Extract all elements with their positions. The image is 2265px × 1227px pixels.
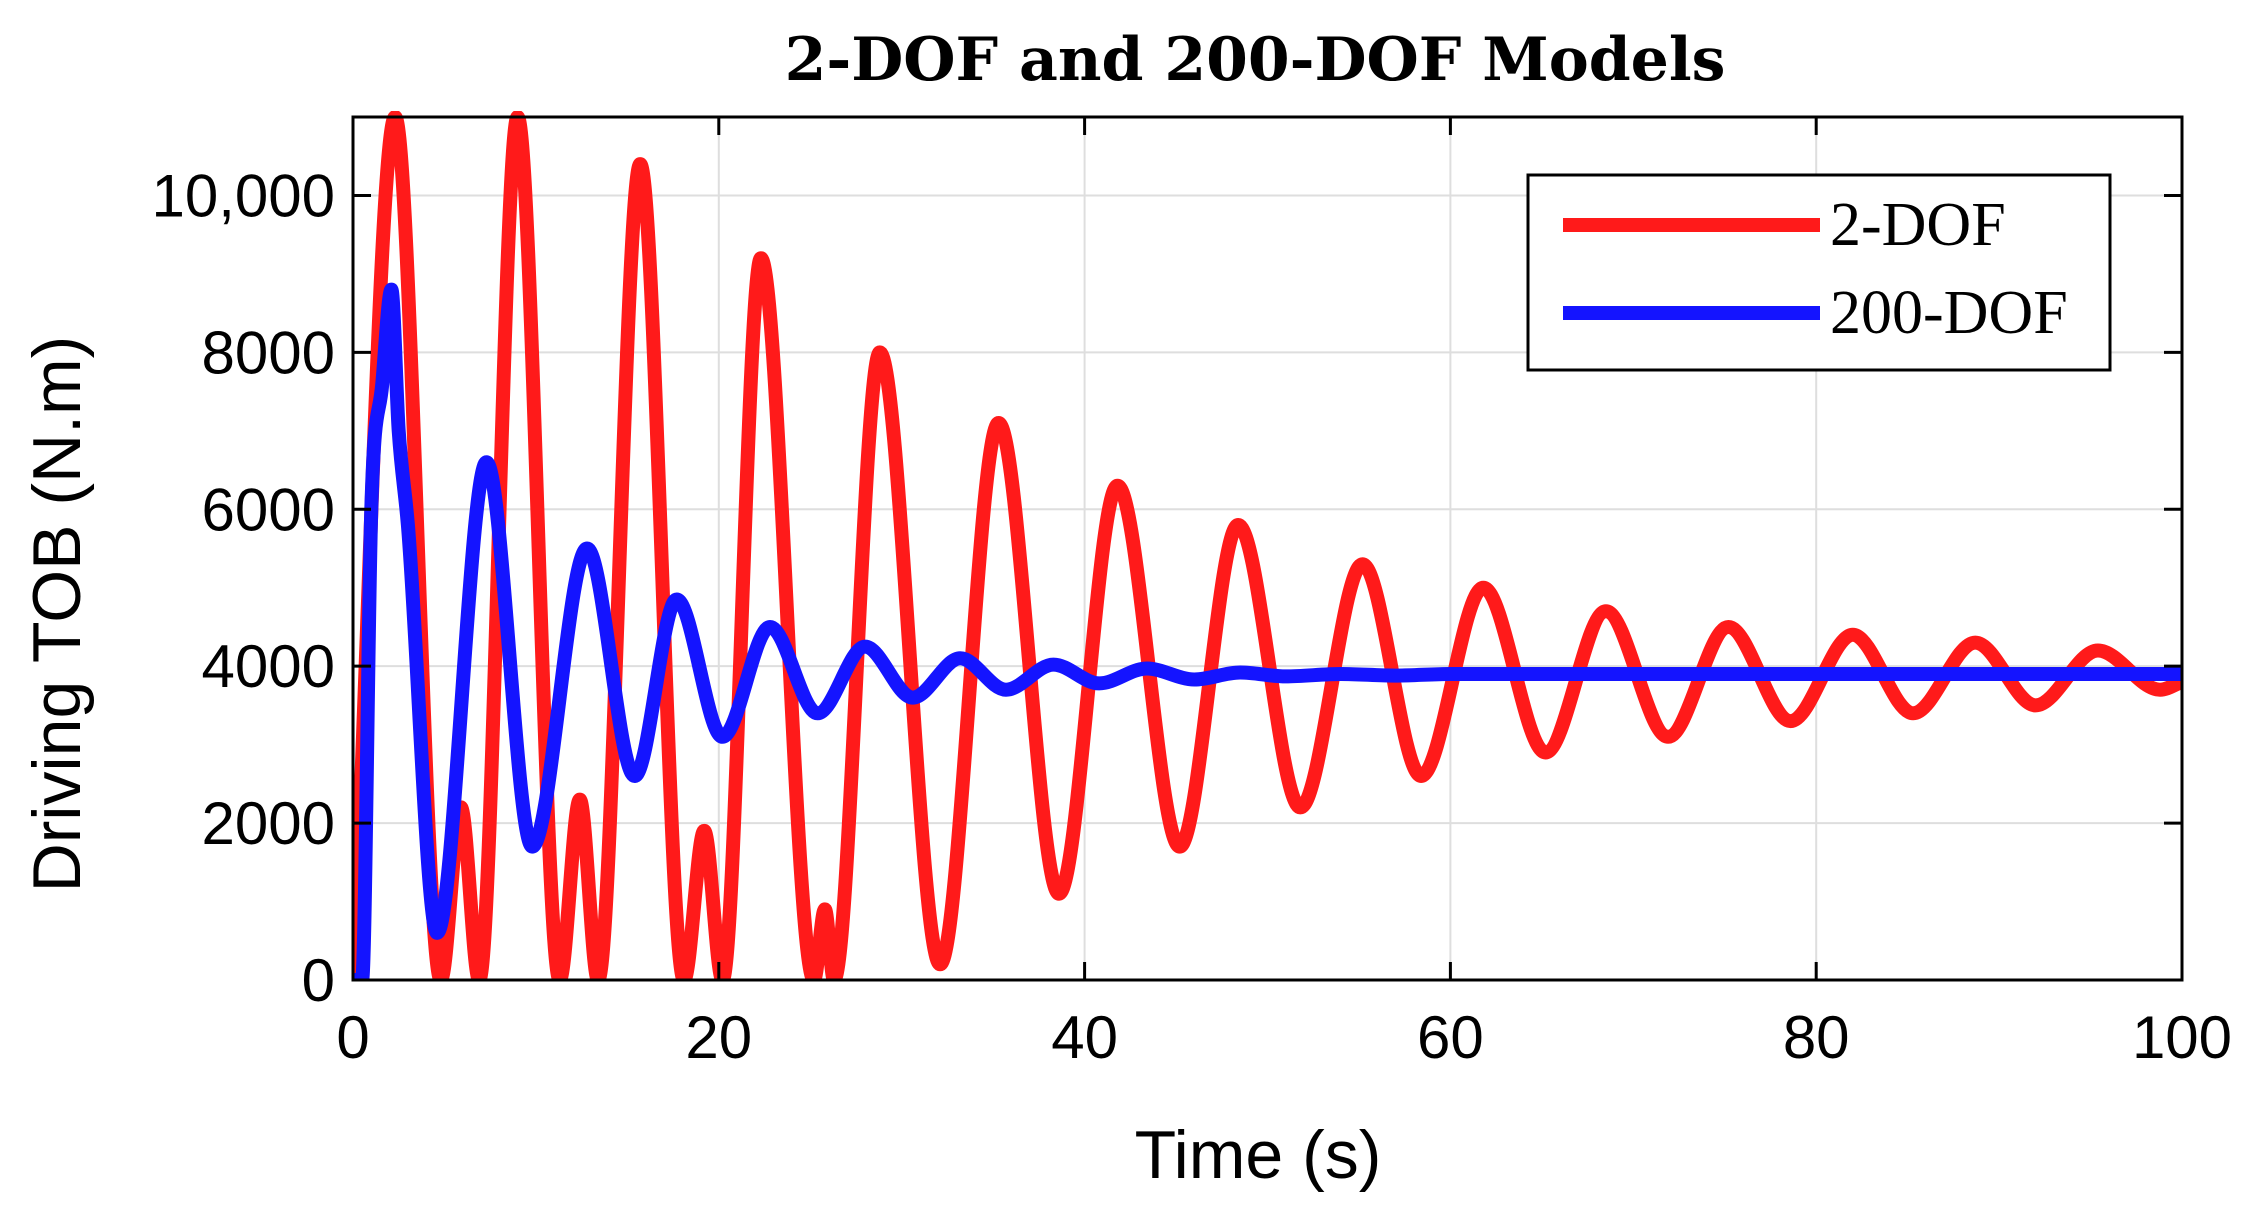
y-tick-label: 8000 [202,319,335,386]
legend-label-200-dof: 200-DOF [1830,279,2068,347]
plot-frame [351,115,2184,982]
y-tick-label: 2000 [202,790,335,857]
y-tick-label: 4000 [202,633,335,700]
y-tick-label: 0 [302,947,335,1014]
series-line-200-dof [353,282,2182,980]
legend-label-2-dof: 2-DOF [1830,191,2006,259]
x-tick-label: 40 [1051,1004,1118,1071]
chart-title: 2-DOF and 200-DOF Models [785,25,1726,95]
x-tick-label: 20 [685,1004,752,1071]
x-axis-label: Time (s) [1135,1117,1382,1193]
legend-box [1526,173,2112,372]
series-line-2-dof [353,111,2182,980]
x-tick-label: 80 [1783,1004,1850,1071]
x-tick-label: 0 [336,1004,369,1071]
y-axis-label: Driving TOB (N.m) [19,336,95,893]
x-tick-label: 60 [1417,1004,1484,1071]
y-tick-label: 10,000 [151,162,335,229]
y-tick-label: 6000 [202,476,335,543]
x-tick-label: 100 [2132,1004,2232,1071]
legend: 2-DOF 200-DOF [1526,173,2112,372]
axis-ticks: 0 20 40 60 80 100 0 2000 4000 6000 8000 10,000 [151,117,2232,1071]
plot-lines [353,111,2182,980]
